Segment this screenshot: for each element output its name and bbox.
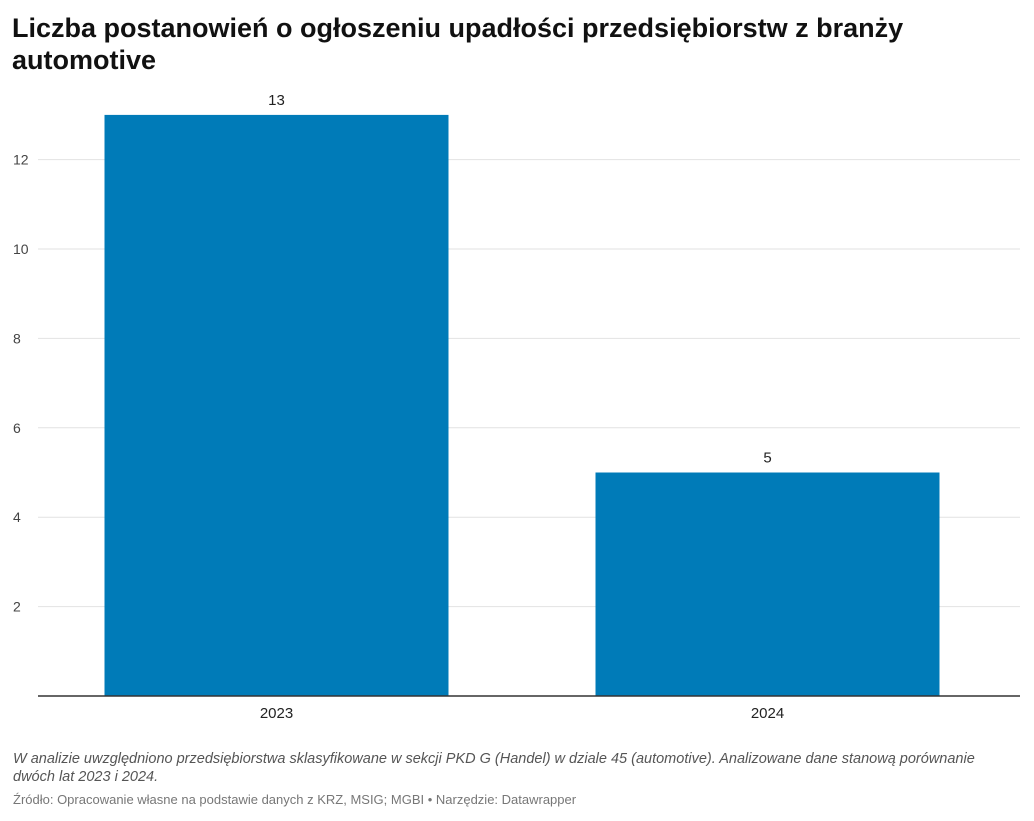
chart-title: Liczba postanowień o ogłoszeniu upadłośc… xyxy=(12,13,904,75)
chart-source: Źródło: Opracowanie własne na podstawie … xyxy=(13,792,577,807)
y-tick-label: 12 xyxy=(13,152,29,168)
bar-value-label: 13 xyxy=(268,92,285,109)
bar-value-label: 5 xyxy=(763,450,771,467)
bar-2023 xyxy=(104,114,449,696)
y-tick-label: 6 xyxy=(13,420,21,436)
bars xyxy=(104,114,940,696)
y-tick-label: 8 xyxy=(13,330,21,346)
x-tick-label: 2023 xyxy=(260,705,293,722)
y-tick-label: 10 xyxy=(13,241,29,257)
bar-2024 xyxy=(595,472,940,696)
y-tick-label: 4 xyxy=(13,509,21,525)
y-tick-label: 2 xyxy=(13,599,21,615)
bar-chart: 2 4 6 8 10 12 13 2023 5 2024 xyxy=(13,92,1020,722)
chart-note: W analizie uwzględniono przedsiębiorstwa… xyxy=(13,751,975,785)
x-tick-label: 2024 xyxy=(751,705,784,722)
labels: 2 4 6 8 10 12 13 2023 5 2024 xyxy=(13,92,784,722)
